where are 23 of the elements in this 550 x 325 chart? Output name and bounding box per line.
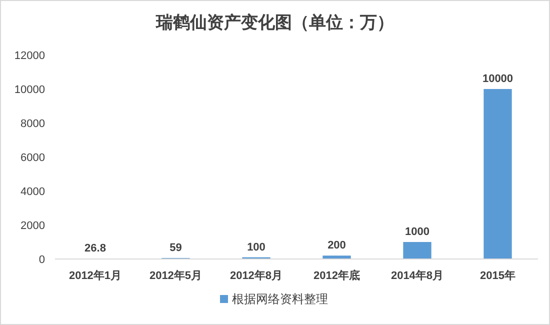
x-tick-label: 2014年8月	[390, 269, 444, 282]
data-label: 26.8	[84, 242, 106, 255]
data-label: 59	[170, 242, 182, 254]
legend-label: 根据网络资料整理	[232, 292, 328, 306]
y-tick-label: 10000	[14, 84, 45, 96]
data-label: 200	[328, 240, 346, 252]
y-tick-label: 0	[38, 254, 45, 266]
data-label: 1000	[405, 226, 430, 238]
x-tick-label: 2012年5月	[149, 269, 202, 282]
bar	[403, 242, 432, 259]
chart-title: 瑞鹤仙资产变化图（单位：万）	[155, 13, 394, 32]
y-tick-label: 4000	[20, 186, 45, 198]
x-tick-label: 2012年8月	[230, 269, 283, 282]
x-tick-label: 2012年1月	[68, 269, 122, 282]
bar	[484, 89, 512, 259]
x-tick-label: 2015年	[480, 269, 516, 282]
data-label: 10000	[482, 73, 514, 85]
y-tick-label: 6000	[20, 152, 45, 164]
x-tick-label: 2012年底	[314, 269, 360, 282]
y-tick-label: 2000	[20, 220, 45, 232]
y-tick-label: 12000	[14, 50, 45, 62]
data-label: 100	[247, 241, 266, 254]
y-tick-label: 8000	[20, 118, 45, 130]
